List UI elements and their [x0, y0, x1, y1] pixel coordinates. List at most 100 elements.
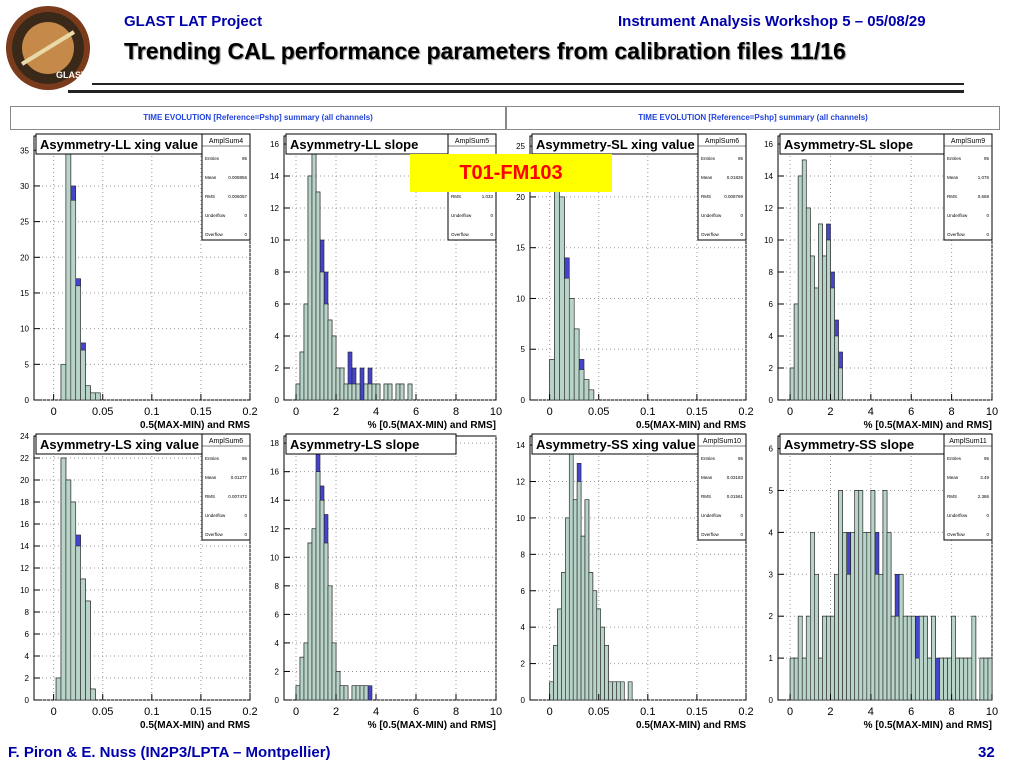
hist-2-fill-bar	[327, 319, 333, 401]
hist-5-fill-bar	[70, 501, 77, 701]
footer-authors: F. Piron & E. Nuss (IN2P3/LPTA – Montpel…	[8, 744, 331, 761]
hist-5-fill-bar	[55, 677, 62, 701]
hist-6-fill-bar	[295, 685, 301, 701]
hist-2-fill-bar	[335, 367, 341, 401]
hist-8-fill-bar	[890, 615, 896, 701]
hist-8-stats-box	[943, 433, 993, 541]
hist-6-fill-bar	[331, 642, 337, 701]
hist-7-fill-bar	[553, 645, 558, 701]
hist-8-fill-bar	[987, 657, 993, 701]
hist-5-stats-key: Entries	[205, 456, 220, 461]
hist-5-xtick-label: 0	[51, 706, 57, 718]
hist-8-stats-key: Entries	[947, 456, 962, 461]
hist-5-ytick-label: 2	[25, 674, 30, 683]
hist-8-fill-bar	[951, 615, 956, 701]
hist-1-xtick-label: 0.2	[242, 406, 257, 418]
logo-text: GLAST	[56, 70, 87, 80]
hist-8-stats-key: Mean	[947, 475, 959, 480]
hist-2-fill-bar	[323, 303, 329, 401]
hist-1-ytick-label: 20	[20, 253, 29, 262]
hist-7-fill-bar	[568, 444, 574, 701]
hist-8-fill-bar	[874, 573, 880, 701]
workshop-label: Instrument Analysis Workshop 5 – 05/08/2…	[618, 13, 926, 30]
hist-3-fill-bar	[568, 298, 575, 401]
slide-title: Trending CAL performance parameters from…	[124, 38, 846, 64]
hist-2-ytick-label: 0	[275, 396, 280, 405]
hist-2-xtick-label: 8	[453, 406, 459, 418]
hist-8-stats-value: 3.49	[980, 475, 989, 480]
hist-5-ytick-label: 24	[20, 432, 29, 441]
hist-5-stats-box	[201, 433, 251, 541]
hist-1-xtick-label: 0	[51, 406, 57, 418]
hist-4-stats-box	[943, 133, 993, 241]
hist-2-fill-bar	[311, 143, 317, 401]
hist-1-stats-key: RMS	[205, 194, 215, 199]
hist-2-fill-bar	[395, 383, 401, 401]
hist-5-stats-key: Underflow	[205, 513, 226, 518]
hist-6-xtick-label: 0	[293, 706, 299, 718]
hist-4-stats-value: 1.076	[978, 175, 990, 180]
hist-2-xtick-label: 4	[373, 406, 379, 418]
hist-2-xtick-label: 10	[490, 406, 502, 418]
hist-8-fill-bar	[866, 532, 872, 701]
hist-1-ytick-label: 10	[20, 325, 29, 334]
hist-7-ytick-label: 2	[521, 660, 526, 669]
hist-7-ytick-label: 14	[516, 441, 525, 450]
hist-8-fill-bar	[931, 615, 936, 701]
hist-7-fill-bar	[600, 626, 605, 701]
hist-4-stats-key: RMS	[947, 194, 957, 199]
hist-8-fill-bar	[898, 573, 904, 701]
hist-3-stats-name: AmplSum6	[705, 138, 739, 145]
hist-2-xtick-label: 0	[293, 406, 299, 418]
hist-6-ytick-label: 10	[270, 553, 279, 562]
hist-3-ytick-label: 15	[516, 244, 525, 253]
hist-1-stats-value: 0.008856	[228, 175, 247, 180]
hist-7-xtick-label: 0.05	[588, 706, 609, 718]
hist-3-fill-bar	[554, 166, 560, 401]
hist-1-ytick-label: 25	[20, 218, 29, 227]
glast-logo: GLAST	[6, 6, 90, 90]
hist-7-fill-bar	[616, 681, 621, 701]
hist-8-fill-bar	[805, 615, 811, 701]
hist-5-ytick-label: 0	[25, 696, 30, 705]
hist-4-fill-bar	[822, 255, 827, 401]
hist-6-title-box	[285, 433, 457, 455]
hist-4-fill-bar	[838, 367, 843, 401]
hist-5-title: Asymmetry-LS xing value	[40, 437, 199, 452]
hist-8-ytick-label: 4	[769, 528, 774, 537]
hist-3-fill-bar	[578, 369, 585, 401]
hist-4-stats-value: 0	[986, 232, 989, 237]
hist-8-stats-value: 2.386	[978, 494, 990, 499]
hist-8-fill-bar	[927, 657, 932, 701]
hist-4-stats-key: Overflow	[947, 232, 966, 237]
hist-3-xtick-label: 0.2	[738, 406, 753, 418]
hist-3-fill-bar	[549, 359, 555, 401]
hist-8-xtick-label: 8	[949, 706, 955, 718]
hist-8-ytick-label: 5	[769, 486, 774, 495]
hist-1-fill-bar	[80, 349, 86, 401]
hist-1-fill-bar	[95, 392, 101, 401]
hist-6-xtick-label: 10	[490, 706, 502, 718]
hist-3-fill-bar	[559, 196, 565, 401]
hist-6-xtick-label: 4	[373, 706, 379, 718]
hist-3-stats-key: RMS	[701, 194, 711, 199]
hist-8-fill-bar	[842, 532, 847, 701]
hist-8-stats-key: Overflow	[947, 532, 966, 537]
hist-7-ytick-label: 8	[521, 550, 526, 559]
hist-8-fill-bar	[882, 490, 888, 701]
hist-7-stats-key: Entries	[701, 456, 716, 461]
hist-4-fill-bar	[797, 175, 803, 401]
hist-4-fill-bar	[830, 287, 835, 401]
hist-8-fill-bar	[814, 573, 819, 701]
hist-2-ytick-label: 12	[270, 204, 279, 213]
hist-7-xtick-label: 0.1	[640, 706, 655, 718]
hist-1-xtick-label: 0.15	[190, 406, 211, 418]
hist-2-fill-bar	[347, 383, 353, 401]
hist-6-fill-bar	[363, 685, 369, 701]
hist-3-xtick-label: 0.15	[686, 406, 707, 418]
hist-5-stats-key: RMS	[205, 494, 215, 499]
hist-7-fill-bar	[608, 681, 613, 701]
hist-7-fill-bar	[588, 572, 594, 701]
hist-3-stats-value: 95	[738, 156, 744, 161]
hist-5-xtick-label: 0.1	[144, 706, 159, 718]
